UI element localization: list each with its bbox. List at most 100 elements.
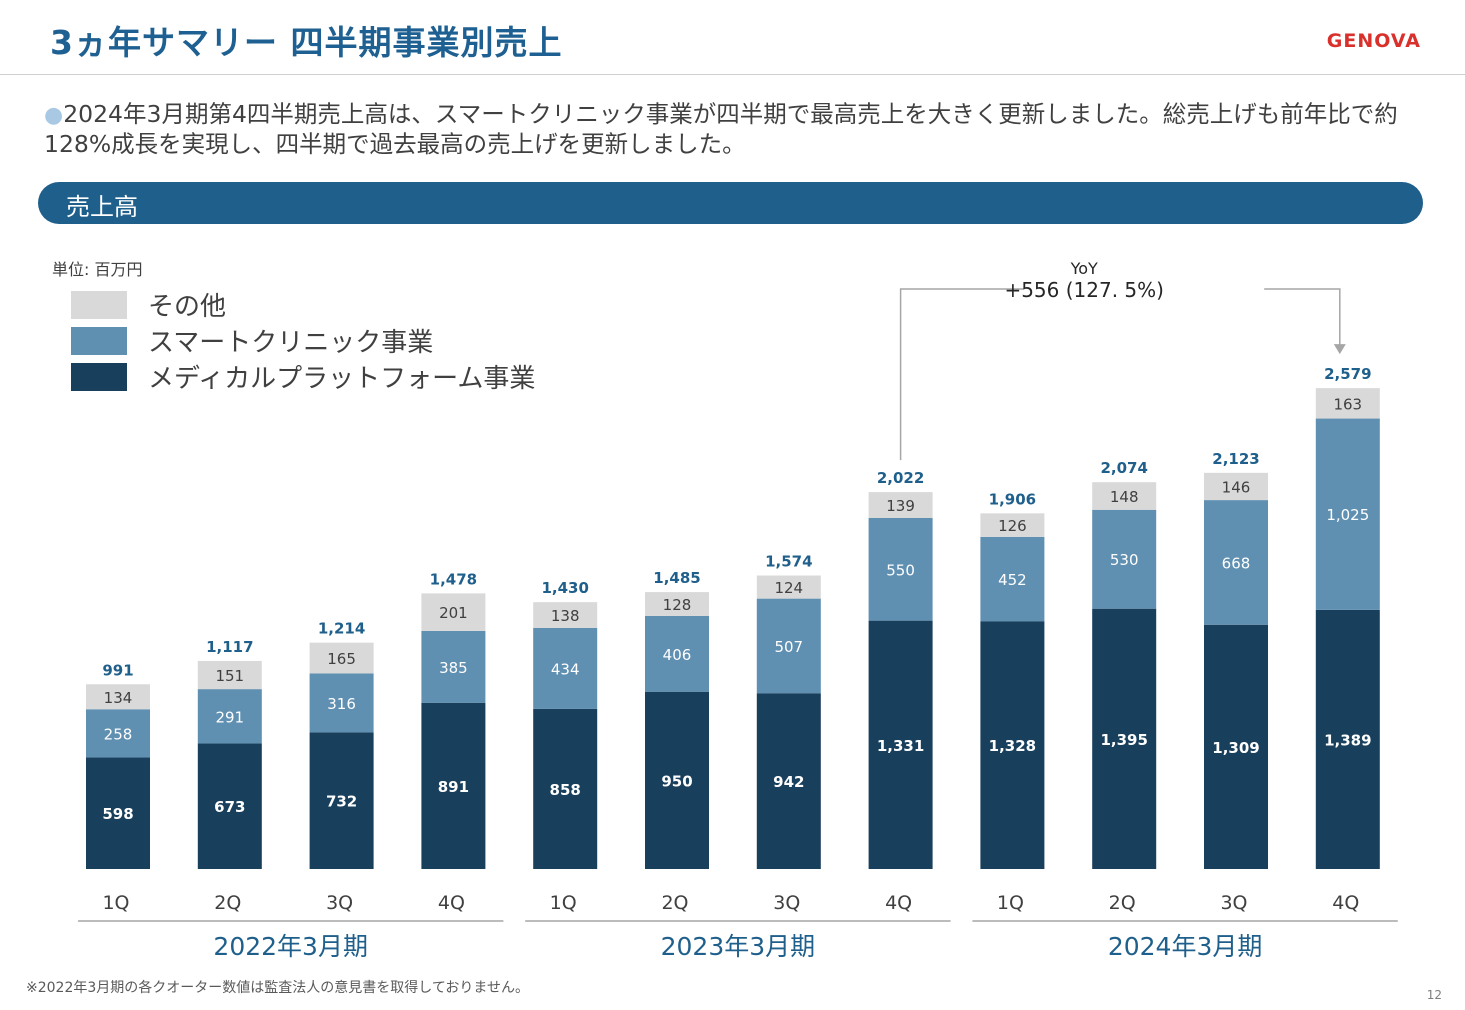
data-label: 673 <box>214 798 245 816</box>
bar-segment <box>197 689 262 744</box>
bar-segment <box>645 592 709 616</box>
data-label: 258 <box>104 725 133 743</box>
legend-label: その他 <box>148 292 226 322</box>
header-divider <box>0 74 1465 75</box>
unit-label: 単位: 百万円 <box>52 260 142 279</box>
data-label: 530 <box>1110 551 1139 569</box>
section-label: 売上高 <box>66 193 138 221</box>
bar-segment <box>1315 388 1380 419</box>
total-label: 1,574 <box>765 552 812 570</box>
bar-segment <box>1204 472 1268 501</box>
bar-segment <box>197 660 262 690</box>
x-tick-label: 2Q <box>661 892 688 914</box>
data-label: 163 <box>1333 395 1362 413</box>
data-label: 165 <box>327 650 356 668</box>
data-label: 148 <box>1110 488 1139 506</box>
bar-segment <box>868 620 933 869</box>
data-label: 124 <box>774 579 803 597</box>
bar-segment <box>1315 418 1380 610</box>
data-label: 128 <box>663 596 692 614</box>
x-tick-label: 3Q <box>773 892 800 914</box>
annotation-connector <box>899 288 1025 461</box>
bar-segment <box>421 630 486 703</box>
bullet-icon: ● <box>44 103 64 128</box>
bar-segment <box>197 743 262 869</box>
data-label: 1,309 <box>1212 739 1259 757</box>
x-tick-label: 2Q <box>1109 892 1136 914</box>
bar-segment <box>421 702 486 869</box>
bar-segment <box>533 602 598 628</box>
legend-label: スマートクリニック事業 <box>148 328 433 358</box>
annotation-arrowhead <box>1333 344 1346 355</box>
bar-segment <box>868 492 933 519</box>
footnote: ※2022年3月期の各クオーター数値は監査法人の意見書を取得しておりません。 <box>26 980 530 996</box>
x-tick-label: 1Q <box>550 892 577 914</box>
bar-segment <box>86 684 150 710</box>
x-tick-label: 3Q <box>326 892 353 914</box>
company-logo: GENOVA <box>1326 30 1421 52</box>
x-tick-label: 1Q <box>997 892 1024 914</box>
legend-swatch <box>71 291 127 319</box>
data-label: 134 <box>104 689 133 707</box>
data-label: 126 <box>998 517 1027 535</box>
summary-text: ●2024年3月期第4四半期売上高は、スマートクリニック事業が四半期で最高売上を… <box>44 100 1414 159</box>
legend-swatch <box>71 363 127 391</box>
data-label: 385 <box>439 659 468 677</box>
data-label: 550 <box>886 561 915 579</box>
data-label: 139 <box>886 497 915 515</box>
data-label: 151 <box>215 667 244 685</box>
x-tick-label: 3Q <box>1220 892 1247 914</box>
page-title: 3ヵ年サマリー 四半期事業別売上 <box>50 23 563 62</box>
data-label: 942 <box>773 773 804 791</box>
bar-segment <box>756 598 821 694</box>
bar-segment <box>868 518 933 621</box>
x-tick-label: 4Q <box>1332 892 1359 914</box>
bar-segment <box>533 708 598 869</box>
total-label: 991 <box>102 661 133 679</box>
data-label: 891 <box>438 778 469 796</box>
total-label: 1,214 <box>318 620 365 638</box>
data-label: 146 <box>1222 478 1251 496</box>
total-label: 2,022 <box>877 469 924 487</box>
bar-segment <box>980 621 1045 869</box>
bar-segment <box>1092 608 1157 869</box>
x-tick-label: 4Q <box>438 892 465 914</box>
bar-segment <box>1204 624 1268 869</box>
data-label: 950 <box>661 772 692 790</box>
data-label: 1,328 <box>989 737 1036 755</box>
data-label: 138 <box>551 607 580 625</box>
section-header: 売上高 <box>38 182 1423 224</box>
bar-segment <box>86 757 150 869</box>
data-label: 291 <box>215 708 244 726</box>
page-number: 12 <box>1426 988 1442 1002</box>
bar-segment <box>1204 500 1268 625</box>
x-tick-label: 2Q <box>214 892 241 914</box>
data-label: 434 <box>551 660 580 678</box>
data-label: 1,331 <box>877 737 924 755</box>
total-label: 1,478 <box>430 570 477 588</box>
data-label: 732 <box>326 793 357 811</box>
data-label: 1,395 <box>1100 731 1147 749</box>
bar-segment <box>756 575 821 599</box>
total-label: 2,074 <box>1100 459 1147 477</box>
bar-segment <box>756 693 821 869</box>
bar-segment <box>645 691 709 869</box>
data-label: 1,389 <box>1324 731 1371 749</box>
data-label: 668 <box>1222 554 1251 572</box>
legend-label: メディカルプラットフォーム事業 <box>148 364 535 394</box>
total-label: 1,485 <box>653 569 700 587</box>
group-label: 2023年3月期 <box>661 932 816 961</box>
data-label: 201 <box>439 604 468 622</box>
summary-body: 2024年3月期第4四半期売上高は、スマートクリニック事業が四半期で最高売上を大… <box>44 100 1398 158</box>
data-label: 598 <box>102 805 133 823</box>
bar-segment <box>86 709 150 758</box>
total-label: 2,123 <box>1212 450 1259 468</box>
bar-segment <box>1092 482 1157 510</box>
data-label: 406 <box>663 646 692 664</box>
bar-segment <box>980 513 1045 537</box>
bar-segment <box>309 642 374 674</box>
total-label: 1,906 <box>989 490 1036 508</box>
data-label: 507 <box>774 638 803 656</box>
group-label: 2022年3月期 <box>213 932 368 961</box>
